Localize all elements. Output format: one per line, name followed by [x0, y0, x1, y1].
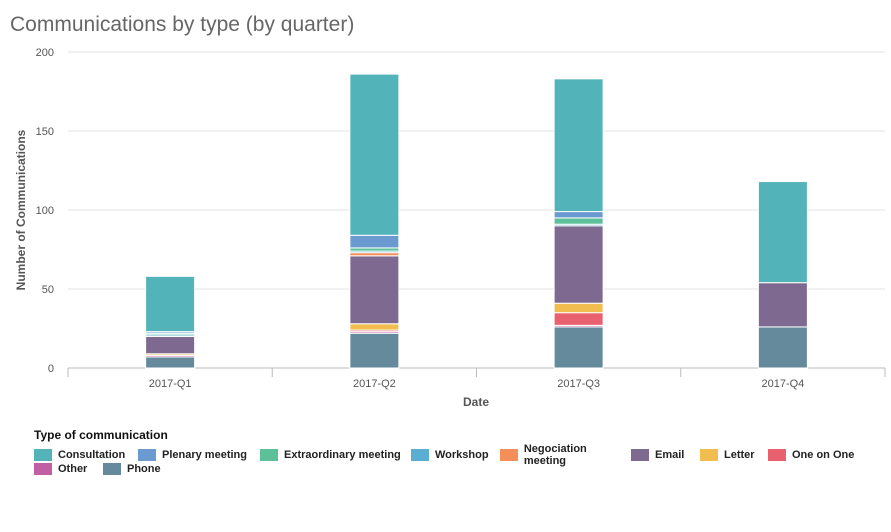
legend-label: Negociation meeting [523, 443, 587, 467]
legend-swatch [103, 463, 121, 475]
bar-segment[interactable] [145, 356, 196, 369]
legend-label: Plenary meeting [162, 449, 247, 461]
bar-segment[interactable] [553, 312, 604, 326]
bar-segment[interactable] [553, 326, 604, 369]
legend-title: Type of communication [34, 428, 168, 442]
legend-label: One on One [792, 449, 855, 461]
y-tick-label: 200 [36, 47, 54, 59]
x-tick-label: 2017-Q2 [353, 378, 396, 390]
legend-item[interactable]: Workshop [411, 448, 500, 462]
legend-label: Consultation [58, 449, 126, 461]
y-axis-title: Number of Communications [14, 129, 28, 290]
legend: Type of communication Consultation Plenar… [34, 428, 884, 476]
legend-items: Consultation Plenary meeting Extraordinary… [34, 443, 884, 476]
legend-label: Extraordinary meeting [284, 449, 401, 461]
legend-swatch [700, 449, 718, 461]
chart-title: Communications by type (by quarter) [10, 13, 355, 36]
bar-segment[interactable] [145, 335, 196, 355]
legend-swatch [34, 449, 52, 461]
bar-segment[interactable] [349, 73, 400, 236]
legend-item[interactable]: Plenary meeting [138, 448, 260, 462]
legend-swatch [631, 449, 649, 461]
x-axis-title: Date [463, 395, 489, 409]
bars [145, 73, 808, 369]
bar-segment[interactable] [349, 332, 400, 369]
bar-segment[interactable] [757, 326, 808, 369]
legend-label: Email [655, 449, 685, 461]
legend-swatch [34, 463, 52, 475]
bar-segment[interactable] [349, 323, 400, 331]
legend-swatch [260, 449, 278, 461]
legend-item[interactable]: Negociation meeting [500, 443, 631, 467]
bar-segment[interactable] [757, 282, 808, 328]
legend-label: Phone [127, 463, 161, 475]
legend-item[interactable]: Consultation [34, 448, 138, 462]
legend-label: Letter [724, 449, 755, 461]
x-tick-label: 2017-Q3 [557, 378, 600, 390]
bar-segment[interactable] [553, 302, 604, 314]
bar-segment[interactable] [757, 181, 808, 284]
x-tick-label: 2017-Q4 [761, 378, 804, 390]
legend-item[interactable]: Letter [700, 448, 768, 462]
axes: 0 50 100 150 200 2017-Q1 2017-Q2 2017-Q3 2017-Q4 [36, 47, 886, 390]
bar-segment[interactable] [553, 225, 604, 304]
legend-label: Workshop [435, 449, 489, 461]
bar-segment[interactable] [349, 234, 400, 249]
legend-item[interactable]: Extraordinary meeting [260, 448, 411, 462]
y-tick-label: 150 [36, 126, 54, 138]
legend-item[interactable]: Email [631, 448, 700, 462]
y-tick-label: 0 [48, 363, 54, 375]
bar-segment[interactable] [553, 217, 604, 225]
bar-segment[interactable] [553, 78, 604, 213]
legend-item[interactable]: Other [34, 462, 103, 476]
legend-swatch [768, 449, 786, 461]
legend-item[interactable]: Phone [103, 462, 173, 476]
x-tick-label: 2017-Q1 [149, 378, 192, 390]
legend-label: Other [58, 463, 88, 475]
y-tick-label: 100 [36, 205, 54, 217]
bar-segment[interactable] [553, 211, 604, 219]
legend-item[interactable]: One on One [768, 448, 858, 462]
bar-segment[interactable] [145, 275, 196, 333]
legend-swatch [411, 449, 429, 461]
y-tick-label: 50 [42, 284, 54, 296]
legend-swatch [138, 449, 156, 461]
chart-plot: 0 50 100 150 200 2017-Q1 2017-Q2 2017-Q3 2017-Q4… [14, 47, 886, 409]
legend-swatch [500, 449, 518, 461]
bar-segment[interactable] [349, 255, 400, 325]
